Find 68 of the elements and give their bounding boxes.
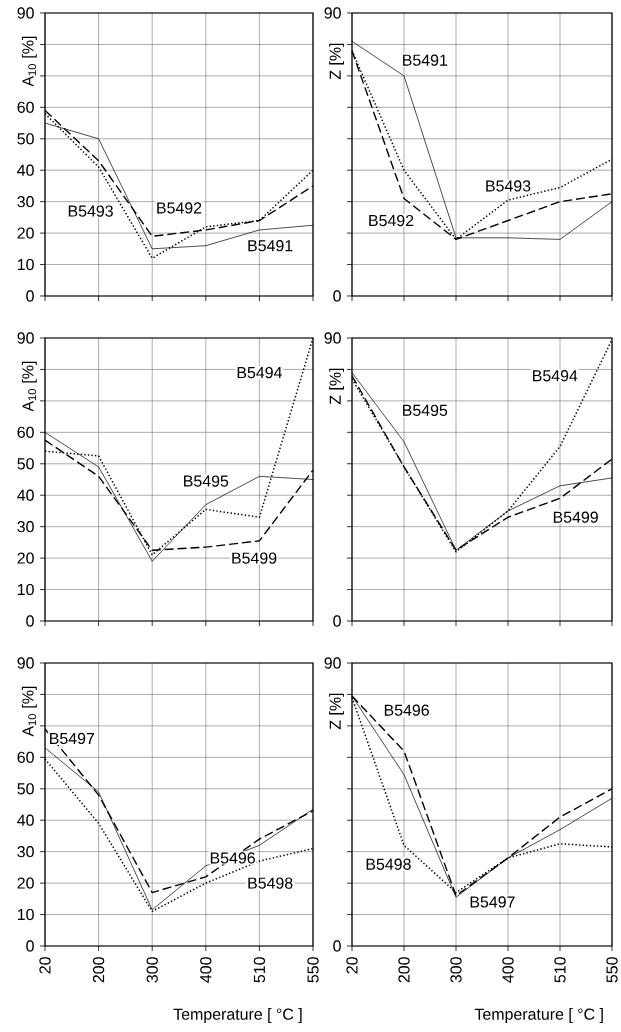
y-tick-label: 40 [17, 814, 34, 826]
series-label: B5491 [248, 240, 293, 252]
x-tick-label: 550 [307, 957, 319, 983]
y-axis-title: A$_{10}$ [%] [21, 361, 37, 412]
series-label: B5493 [68, 205, 113, 217]
y-tick-label: 10 [17, 583, 34, 596]
x-tick-label: 20 [346, 957, 358, 974]
y-tick-label: 50 [17, 133, 34, 145]
x-axis-title: Temperature [ °C ] [173, 1008, 302, 1023]
y-tick-label: 40 [17, 489, 34, 501]
y-tick-label: 0 [333, 615, 341, 627]
y-axis-title: Z [%] [329, 368, 345, 405]
series-label: B5499 [232, 552, 277, 564]
y-tick-label: 50 [17, 458, 34, 470]
y-tick-label: 10 [17, 258, 34, 271]
y-tick-label: 90 [324, 7, 341, 19]
y-axis-title: A$_{10}$ [%] [21, 686, 37, 737]
series-label: B5492 [157, 202, 202, 214]
y-tick-label: 90 [324, 657, 341, 669]
y-tick-label: 0 [26, 615, 34, 627]
y-tick-label: 90 [17, 7, 34, 19]
x-tick-label: 510 [253, 957, 266, 983]
y-tick-label: 0 [333, 940, 341, 952]
y-tick-label: 0 [26, 940, 34, 952]
series-label: B5491 [403, 54, 448, 66]
y-tick-label: 0 [333, 290, 341, 302]
x-tick-label: 400 [200, 957, 212, 983]
series-label: B5492 [369, 214, 414, 227]
y-tick-label: 30 [17, 846, 34, 858]
x-tick-label: 300 [450, 957, 462, 983]
y-tick-label: 90 [17, 657, 34, 669]
series-label: B5497 [50, 732, 95, 745]
series-label: B5493 [486, 180, 531, 192]
y-axis-title: A$_{10}$ [%] [21, 36, 37, 87]
x-tick-label: 400 [502, 957, 514, 983]
series-label: B5498 [248, 877, 293, 889]
y-tick-label: 0 [26, 290, 34, 302]
y-tick-label: 60 [17, 101, 34, 113]
y-tick-label: 60 [17, 426, 34, 438]
y-axis-title: Z [%] [329, 693, 345, 730]
series-label: B5496 [210, 852, 255, 864]
x-tick-label: 300 [146, 957, 158, 983]
y-tick-label: 90 [324, 332, 341, 344]
series-label: B5495 [403, 404, 448, 416]
series-label: B5499 [553, 511, 598, 523]
y-tick-label: 20 [17, 227, 34, 239]
y-tick-label: 30 [17, 196, 34, 208]
series-label: B5494 [237, 366, 282, 379]
y-tick-label: 60 [17, 751, 34, 763]
x-axis-title: Temperature [ °C ] [474, 1008, 603, 1023]
series-label: B5497 [470, 896, 515, 908]
y-tick-label: 90 [17, 332, 34, 344]
y-tick-label: 20 [17, 552, 34, 564]
x-tick-label: 20 [39, 957, 51, 974]
y-tick-label: 50 [17, 783, 34, 795]
y-tick-label: 20 [17, 877, 34, 889]
x-tick-label: 200 [398, 957, 410, 983]
series-label: B5498 [366, 858, 411, 870]
x-tick-label: 510 [554, 957, 566, 983]
series-label: B5495 [184, 475, 229, 487]
series-label: B5496 [384, 704, 429, 716]
x-tick-label: 550 [606, 957, 618, 983]
x-tick-label: 200 [92, 957, 105, 983]
series-label: B5494 [533, 370, 578, 382]
y-tick-label: 30 [17, 521, 34, 533]
y-tick-label: 40 [17, 164, 34, 176]
y-axis-title: Z [%] [329, 43, 345, 80]
y-tick-label: 10 [17, 908, 34, 921]
